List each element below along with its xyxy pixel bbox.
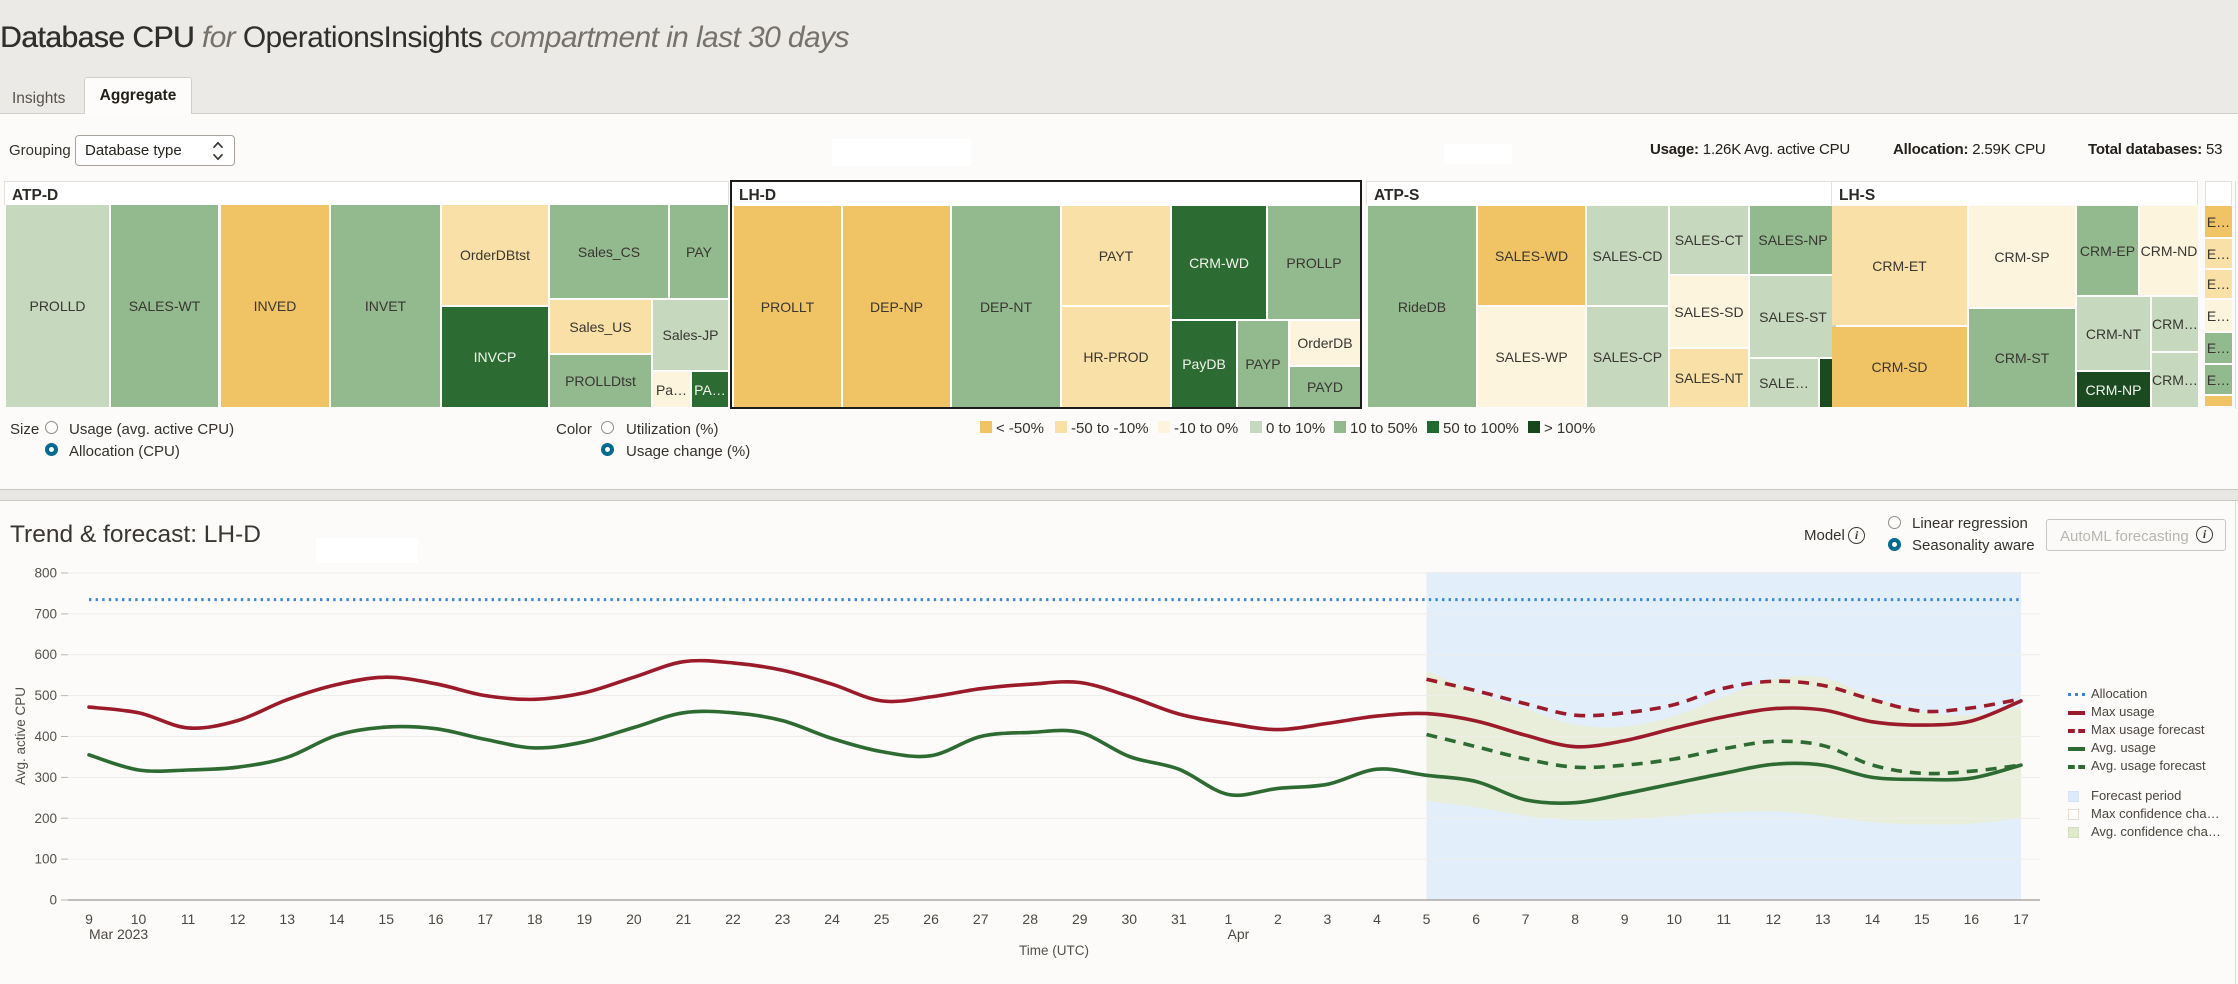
svg-text:Apr: Apr [1228,926,1250,942]
svg-text:800: 800 [34,566,57,581]
svg-text:15: 15 [1914,911,1930,927]
svg-text:Time (UTC): Time (UTC) [1019,943,1089,958]
svg-text:15: 15 [378,911,394,927]
svg-text:18: 18 [527,911,543,927]
svg-text:11: 11 [181,911,196,927]
svg-text:14: 14 [1865,911,1881,927]
svg-text:14: 14 [329,911,345,927]
svg-text:23: 23 [775,911,791,927]
svg-text:10: 10 [1666,911,1682,927]
svg-text:300: 300 [34,770,57,785]
svg-text:21: 21 [676,911,692,927]
svg-text:700: 700 [34,606,57,621]
svg-text:9: 9 [85,911,93,927]
svg-text:4: 4 [1373,911,1381,927]
svg-text:8: 8 [1571,911,1579,927]
svg-text:27: 27 [973,911,989,927]
svg-text:29: 29 [1072,911,1088,927]
svg-text:12: 12 [230,911,246,927]
svg-text:17: 17 [2013,911,2029,927]
svg-text:6: 6 [1472,911,1480,927]
svg-text:19: 19 [577,911,593,927]
svg-text:400: 400 [34,729,57,744]
svg-text:11: 11 [1717,911,1732,927]
svg-text:500: 500 [34,688,57,703]
svg-text:3: 3 [1324,911,1332,927]
svg-text:5: 5 [1423,911,1431,927]
svg-text:12: 12 [1766,911,1782,927]
svg-text:17: 17 [478,911,494,927]
svg-text:13: 13 [1815,911,1831,927]
svg-text:0: 0 [49,893,57,908]
svg-text:25: 25 [874,911,890,927]
svg-text:7: 7 [1522,911,1530,927]
svg-text:Avg. active CPU: Avg. active CPU [13,687,28,785]
svg-text:24: 24 [824,911,840,927]
svg-text:200: 200 [34,811,57,826]
svg-text:10: 10 [131,911,147,927]
svg-text:13: 13 [279,911,295,927]
svg-text:31: 31 [1171,911,1187,927]
svg-text:16: 16 [1964,911,1980,927]
svg-text:2: 2 [1274,911,1282,927]
svg-text:1: 1 [1225,911,1233,927]
svg-text:22: 22 [725,911,741,927]
svg-text:100: 100 [34,852,57,867]
svg-text:16: 16 [428,911,444,927]
svg-text:Mar 2023: Mar 2023 [89,926,148,942]
svg-text:30: 30 [1122,911,1138,927]
svg-text:28: 28 [1022,911,1038,927]
svg-text:600: 600 [34,647,57,662]
svg-text:9: 9 [1621,911,1629,927]
svg-text:26: 26 [923,911,939,927]
svg-text:20: 20 [626,911,642,927]
